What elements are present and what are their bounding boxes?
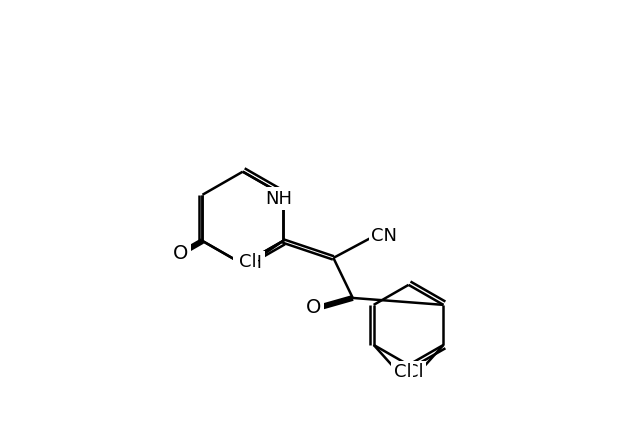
Text: NH: NH [266,190,292,208]
Text: CN: CN [371,227,397,245]
Text: O: O [307,298,322,317]
Text: NH: NH [236,253,262,272]
Text: Cl: Cl [394,363,411,381]
Text: O: O [173,244,189,263]
Text: Cl: Cl [239,253,256,271]
Text: Cl: Cl [406,363,424,381]
